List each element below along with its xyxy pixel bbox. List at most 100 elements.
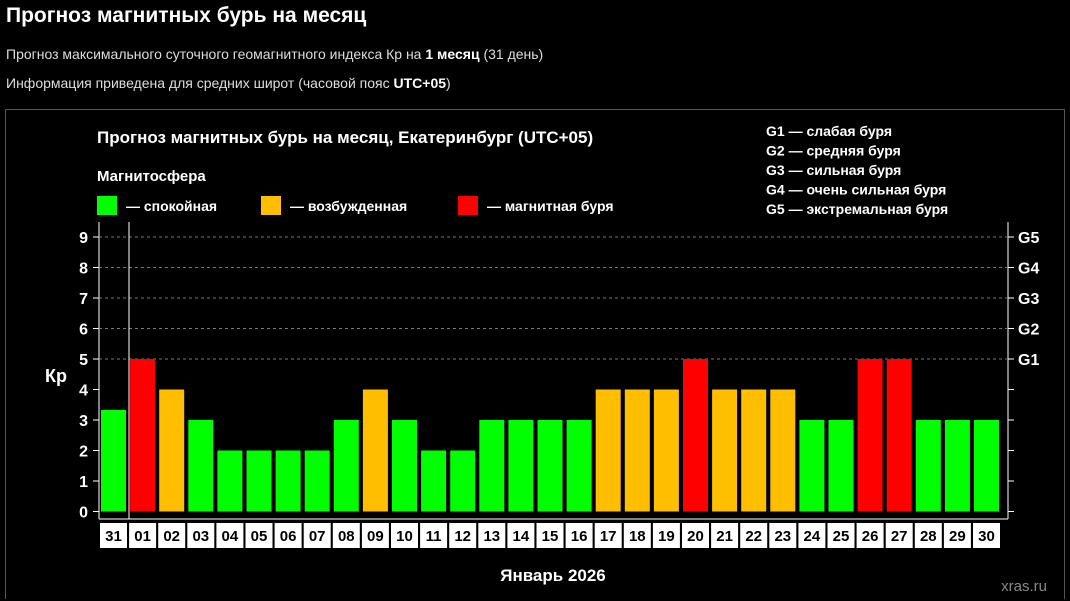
day-box <box>100 523 127 548</box>
day-box <box>158 523 186 548</box>
day-label: 22 <box>745 528 762 545</box>
bar-19 <box>653 389 679 512</box>
bar-31 <box>101 409 126 512</box>
day-label: 05 <box>251 528 268 545</box>
day-box <box>973 523 1000 548</box>
day-label: 29 <box>949 528 966 545</box>
day-label: 27 <box>891 528 908 545</box>
right-tick-label: G5 <box>1018 230 1039 247</box>
y-axis-label: Кр <box>45 366 67 386</box>
day-box <box>187 523 215 548</box>
day-box <box>682 523 709 548</box>
bar-02 <box>159 389 185 512</box>
day-label: 01 <box>134 528 151 545</box>
bar-13 <box>479 420 505 512</box>
day-label: 31 <box>105 528 122 545</box>
day-box <box>129 523 157 548</box>
bar-10 <box>392 420 417 512</box>
chart-title: Прогноз магнитных бурь на месяц, Екатери… <box>97 128 593 147</box>
bar-05 <box>246 450 272 512</box>
day-label: 19 <box>658 528 675 545</box>
day-box <box>332 523 360 548</box>
day-box <box>652 523 680 548</box>
forecast-description: Прогноз максимального суточного геомагни… <box>6 46 543 62</box>
latitude-info-text: Информация приведена для средних широт (… <box>6 75 394 91</box>
day-box <box>536 523 564 548</box>
bar-24 <box>799 420 825 512</box>
legend-label-excited: — возбужденная <box>290 198 407 214</box>
day-box <box>914 523 942 548</box>
right-tick-label: G3 <box>1018 291 1039 308</box>
day-box <box>478 523 506 548</box>
forecast-description-text: Прогноз максимального суточного геомагни… <box>6 46 426 62</box>
y-tick-label: 6 <box>79 322 88 339</box>
day-box <box>303 523 331 548</box>
bar-04 <box>217 450 243 512</box>
legend-swatch-excited <box>261 196 281 215</box>
day-box <box>449 523 477 548</box>
bar-20 <box>683 359 708 512</box>
day-label: 09 <box>367 528 384 545</box>
day-box <box>391 523 418 548</box>
y-tick-label: 7 <box>79 291 88 308</box>
bar-07 <box>304 450 330 512</box>
bar-09 <box>362 389 388 512</box>
day-box <box>885 523 913 548</box>
day-box <box>361 523 389 548</box>
bar-27 <box>886 359 912 512</box>
right-tick-label: G2 <box>1018 322 1039 339</box>
y-tick-label: 1 <box>79 474 88 491</box>
g-scale-label: G1 — слабая буря <box>766 123 892 139</box>
day-label: 13 <box>483 528 500 545</box>
right-tick-label: G4 <box>1018 261 1039 278</box>
day-label: 23 <box>774 528 791 545</box>
y-tick-label: 8 <box>79 261 88 278</box>
g-scale-label: G3 — сильная буря <box>766 162 901 178</box>
day-box <box>420 523 448 548</box>
timezone-label: UTC+05 <box>393 75 447 91</box>
day-label: 18 <box>629 528 646 545</box>
day-box <box>943 523 971 548</box>
day-box <box>216 523 244 548</box>
legend-label-storm: — магнитная буря <box>487 198 614 214</box>
legend-swatch-calm <box>97 196 117 215</box>
bar-12 <box>450 450 476 512</box>
bar-30 <box>974 420 999 512</box>
day-box <box>594 523 622 548</box>
chart-panel <box>5 109 1065 599</box>
watermark: xras.ru <box>1001 578 1047 595</box>
day-label: 07 <box>309 528 326 545</box>
bar-21 <box>712 389 738 512</box>
day-label: 28 <box>920 528 937 545</box>
day-box <box>274 523 302 548</box>
bar-22 <box>741 389 767 512</box>
right-tick-label: G1 <box>1018 352 1039 369</box>
day-label: 10 <box>396 528 413 545</box>
day-label: 17 <box>600 528 617 545</box>
bar-16 <box>566 420 592 512</box>
forecast-period: 1 месяц <box>425 46 480 62</box>
bar-01 <box>130 359 156 512</box>
day-label: 15 <box>542 528 559 545</box>
day-box <box>507 523 535 548</box>
bar-06 <box>275 450 301 512</box>
x-axis-label: Январь 2026 <box>500 566 606 585</box>
page-title: Прогноз магнитных бурь на месяц <box>6 4 367 27</box>
bar-25 <box>828 420 854 512</box>
legend-label-calm: — спокойная <box>126 198 217 214</box>
day-label: 03 <box>192 528 209 545</box>
day-label: 12 <box>454 528 471 545</box>
bar-23 <box>770 389 796 512</box>
day-box <box>740 523 768 548</box>
day-label: 21 <box>716 528 733 545</box>
bar-15 <box>537 420 563 512</box>
legend-title: Магнитосфера <box>97 168 206 185</box>
day-label: 08 <box>338 528 355 545</box>
bar-11 <box>421 450 447 512</box>
day-label: 24 <box>804 528 821 545</box>
y-tick-label: 4 <box>79 383 88 400</box>
day-box <box>245 523 273 548</box>
bar-26 <box>857 359 883 512</box>
day-box <box>827 523 855 548</box>
y-tick-label: 0 <box>79 505 88 522</box>
